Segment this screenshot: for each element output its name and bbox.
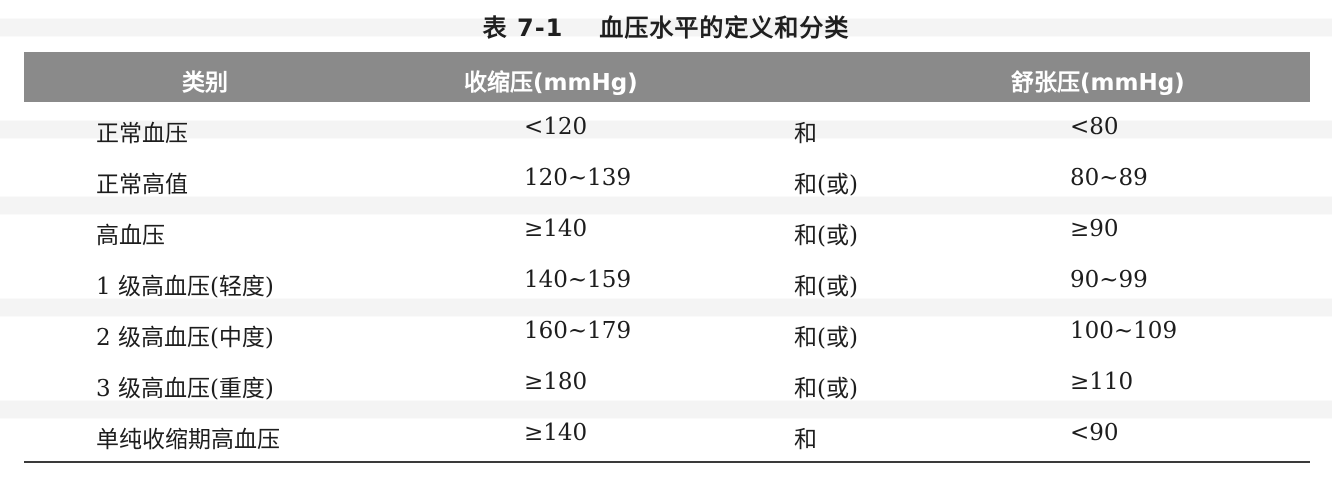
systolic-cell: 160~179 (524, 318, 632, 344)
header-category: 类别 (182, 70, 228, 96)
systolic-cell: ≥180 (524, 369, 588, 395)
table-bottom-rule (24, 461, 1310, 463)
relation-cell: 和(或) (794, 274, 858, 300)
table-row: 高血压 ≥140 和(或) ≥90 (24, 204, 1310, 255)
category-cell: 1 级高血压(轻度) (96, 274, 274, 300)
table-number: 表 7-1 (482, 14, 564, 42)
diastolic-cell: 90~99 (1070, 267, 1148, 293)
header-systolic: 收缩压(mmHg) (464, 70, 638, 96)
category-cell: 正常高值 (96, 172, 188, 198)
relation-cell: 和(或) (794, 325, 858, 351)
table-row: 1 级高血压(轻度) 140~159 和(或) 90~99 (24, 255, 1310, 306)
table-row: 2 级高血压(中度) 160~179 和(或) 100~109 (24, 306, 1310, 357)
category-cell: 正常血压 (96, 121, 188, 147)
diastolic-cell: ≥90 (1070, 216, 1119, 242)
diastolic-cell: 100~109 (1070, 318, 1178, 344)
relation-cell: 和 (794, 121, 817, 147)
category-cell: 单纯收缩期高血压 (96, 427, 280, 453)
table-row: 正常高值 120~139 和(或) 80~89 (24, 153, 1310, 204)
systolic-cell: <120 (524, 114, 588, 140)
table-body: 正常血压 <120 和 <80 正常高值 120~139 和(或) 80~89 … (24, 102, 1310, 459)
table-row: 3 级高血压(重度) ≥180 和(或) ≥110 (24, 357, 1310, 408)
table-caption: 表 7-1 血压水平的定义和分类 (0, 8, 1332, 43)
systolic-cell: 120~139 (524, 165, 632, 191)
systolic-cell: ≥140 (524, 420, 588, 446)
bp-classification-table: 类别 收缩压(mmHg) 舒张压(mmHg) 正常血压 <120 和 <80 正… (24, 52, 1310, 459)
table-title: 血压水平的定义和分类 (599, 14, 850, 42)
category-cell: 2 级高血压(中度) (96, 325, 274, 351)
relation-cell: 和(或) (794, 223, 858, 249)
diastolic-cell: 80~89 (1070, 165, 1148, 191)
category-cell: 高血压 (96, 223, 165, 249)
systolic-cell: ≥140 (524, 216, 588, 242)
relation-cell: 和(或) (794, 172, 858, 198)
relation-cell: 和(或) (794, 376, 858, 402)
relation-cell: 和 (794, 427, 817, 453)
category-cell: 3 级高血压(重度) (96, 376, 274, 402)
header-diastolic: 舒张压(mmHg) (1011, 70, 1185, 96)
diastolic-cell: <90 (1070, 420, 1119, 446)
systolic-cell: 140~159 (524, 267, 632, 293)
diastolic-cell: ≥110 (1070, 369, 1134, 395)
diastolic-cell: <80 (1070, 114, 1119, 140)
table-row: 单纯收缩期高血压 ≥140 和 <90 (24, 408, 1310, 459)
table-header: 类别 收缩压(mmHg) 舒张压(mmHg) (24, 52, 1310, 102)
table-row: 正常血压 <120 和 <80 (24, 102, 1310, 153)
